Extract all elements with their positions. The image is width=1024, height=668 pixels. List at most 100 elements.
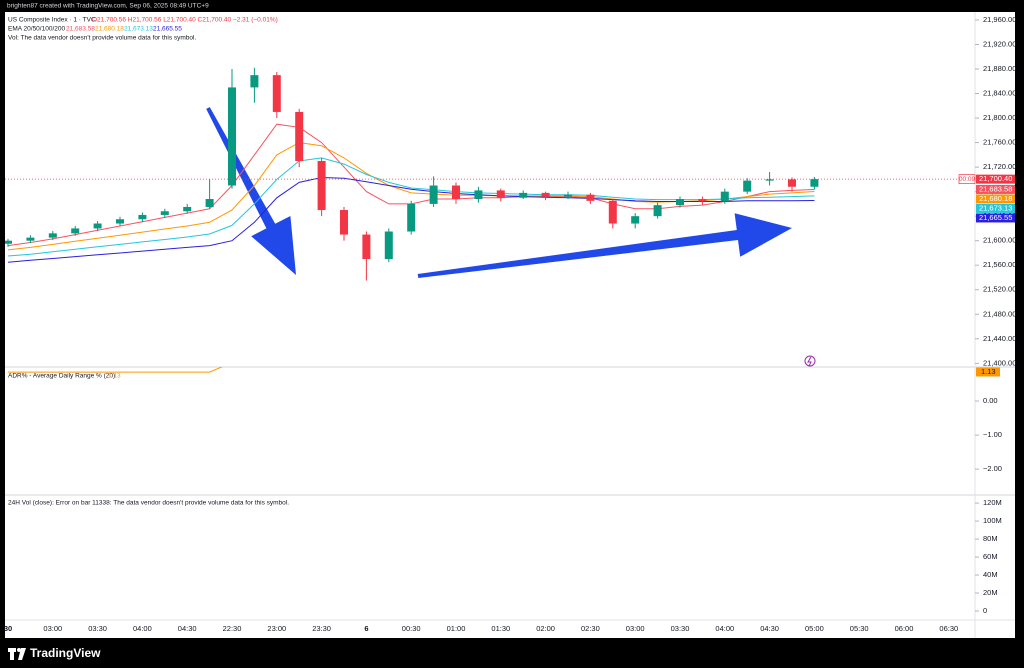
y-tick-label: 21,440.00 bbox=[983, 334, 1016, 343]
candle-body bbox=[317, 160, 326, 211]
x-tick-label: 02:30 bbox=[581, 624, 600, 633]
candle-body bbox=[452, 185, 460, 200]
price-badge bbox=[976, 194, 1015, 204]
candle-body bbox=[765, 179, 774, 181]
x-tick-label: 22:30 bbox=[223, 624, 242, 633]
y-tick-label: 21,480.00 bbox=[983, 309, 1016, 318]
x-tick-label: 04:00 bbox=[133, 624, 152, 633]
x-tick-label: 06:30 bbox=[939, 624, 958, 633]
y-tick-label: 21,960.00 bbox=[983, 15, 1016, 24]
y-tick-label: 80M bbox=[983, 534, 998, 543]
candle-body bbox=[631, 216, 640, 224]
y-tick-label: 21,400.00 bbox=[983, 358, 1016, 367]
price-badge-label: 21,680.18 bbox=[979, 194, 1012, 203]
y-tick-label: 21,920.00 bbox=[983, 39, 1016, 48]
x-tick-label: 03:30 bbox=[88, 624, 107, 633]
credit: brighten87 created with TradingView.com,… bbox=[7, 3, 209, 10]
y-tick-label: 21,720.00 bbox=[983, 162, 1016, 171]
y-tick-label: 21,600.00 bbox=[983, 236, 1016, 245]
price-badge-label: 21,665.55 bbox=[979, 213, 1012, 222]
ema-value: 21,665.55 bbox=[153, 26, 182, 33]
candle-body bbox=[496, 190, 505, 198]
candle-body bbox=[116, 219, 124, 224]
candle-body bbox=[384, 231, 393, 260]
header-legend: US Composite Index · 1 · TVC O21,700.56 … bbox=[8, 17, 289, 507]
price-badge bbox=[976, 184, 1015, 194]
x-tick-label: 03:00 bbox=[626, 624, 645, 633]
candle-body bbox=[48, 233, 57, 238]
y-tick-label: 21,880.00 bbox=[983, 64, 1016, 73]
candle-body bbox=[698, 199, 707, 202]
price-badge bbox=[976, 213, 1015, 223]
price-badge bbox=[976, 174, 1015, 184]
x-tick-label: 03:30 bbox=[671, 624, 690, 633]
candle-body bbox=[183, 206, 192, 212]
x-tick-label: 04:00 bbox=[715, 624, 734, 633]
candle-body bbox=[71, 228, 80, 234]
x-tick-label: 06:00 bbox=[895, 624, 914, 633]
alert-icon[interactable] bbox=[804, 355, 816, 367]
x-tick-label: 05:30 bbox=[850, 624, 869, 633]
candle-body bbox=[608, 200, 617, 224]
y-tick-label: 21,560.00 bbox=[983, 260, 1016, 269]
candle-body bbox=[5, 240, 12, 244]
x-tick-label: 04:30 bbox=[760, 624, 779, 633]
footer-brand: TradingView bbox=[30, 646, 101, 660]
footer-bar bbox=[0, 640, 1024, 668]
adr-value: 1.13 bbox=[108, 373, 121, 380]
chart-area bbox=[5, 12, 1015, 638]
countdown-label: 00:09 bbox=[959, 176, 976, 183]
candle-body bbox=[250, 75, 259, 88]
candle-body bbox=[407, 203, 416, 232]
countdown-badge bbox=[958, 174, 976, 184]
x-tick-label: 30 bbox=[4, 624, 12, 633]
candle-body bbox=[228, 87, 236, 186]
x-tick-label: 03:00 bbox=[43, 624, 62, 633]
y-tick-label: 21,840.00 bbox=[983, 89, 1016, 98]
y-tick-label: −1.00 bbox=[983, 430, 1002, 439]
y-tick-label: 120M bbox=[983, 498, 1002, 507]
candle-body bbox=[810, 179, 819, 187]
y-tick-label: 21,760.00 bbox=[983, 138, 1016, 147]
indicator-name: EMA 20/50/100/200 bbox=[8, 26, 65, 33]
indicator-line bbox=[8, 367, 223, 373]
x-tick-label: 01:00 bbox=[447, 624, 466, 633]
pane-title: ADR% - Average Daily Range % (20) bbox=[8, 373, 115, 380]
x-tick-label: 00:30 bbox=[402, 624, 421, 633]
candle-body bbox=[653, 205, 662, 217]
pane-plot bbox=[5, 67, 819, 281]
candle-body bbox=[272, 75, 281, 112]
ohlc: O21,700.56 H21,700.56 L21,700.40 C21,700… bbox=[92, 17, 278, 24]
price-badge-label: 21,683.58 bbox=[979, 184, 1012, 193]
y-tick-label: 60M bbox=[983, 552, 998, 561]
candle-body bbox=[26, 237, 35, 241]
x-tick-label: 6 bbox=[364, 624, 368, 633]
price-badge-label: 21,673.13 bbox=[979, 203, 1012, 212]
logo bbox=[8, 648, 16, 652]
candle-body bbox=[564, 194, 572, 197]
volume-note: Vol: The data vendor doesn't provide vol… bbox=[8, 35, 196, 42]
y-tick-label: 40M bbox=[983, 570, 998, 579]
candle-body bbox=[362, 234, 371, 260]
price-badge-label: 1.13 bbox=[981, 367, 996, 376]
x-tick-label: 02:00 bbox=[536, 624, 555, 633]
candle-body bbox=[295, 111, 304, 161]
x-tick-label: 01:30 bbox=[491, 624, 510, 633]
y-tick-label: 20M bbox=[983, 588, 998, 597]
y-tick-label: 100M bbox=[983, 516, 1002, 525]
y-tick-label: 0.00 bbox=[983, 396, 998, 405]
candle-body bbox=[93, 223, 102, 229]
candle-body bbox=[160, 211, 169, 215]
candle-body bbox=[205, 199, 214, 207]
candle-body bbox=[340, 210, 348, 235]
price-badge bbox=[976, 367, 1000, 377]
x-tick-label: 04:30 bbox=[178, 624, 197, 633]
pane-title: 24H Vol (close): Error on bar 11338: The… bbox=[8, 500, 289, 507]
candle-body bbox=[474, 190, 483, 200]
x-tick-label: 05:00 bbox=[805, 624, 824, 633]
alert-icon-bolt bbox=[807, 356, 812, 367]
price-badge bbox=[976, 203, 1015, 213]
symbol: US Composite Index · 1 · TVC bbox=[8, 17, 96, 24]
candle-body bbox=[138, 214, 147, 220]
